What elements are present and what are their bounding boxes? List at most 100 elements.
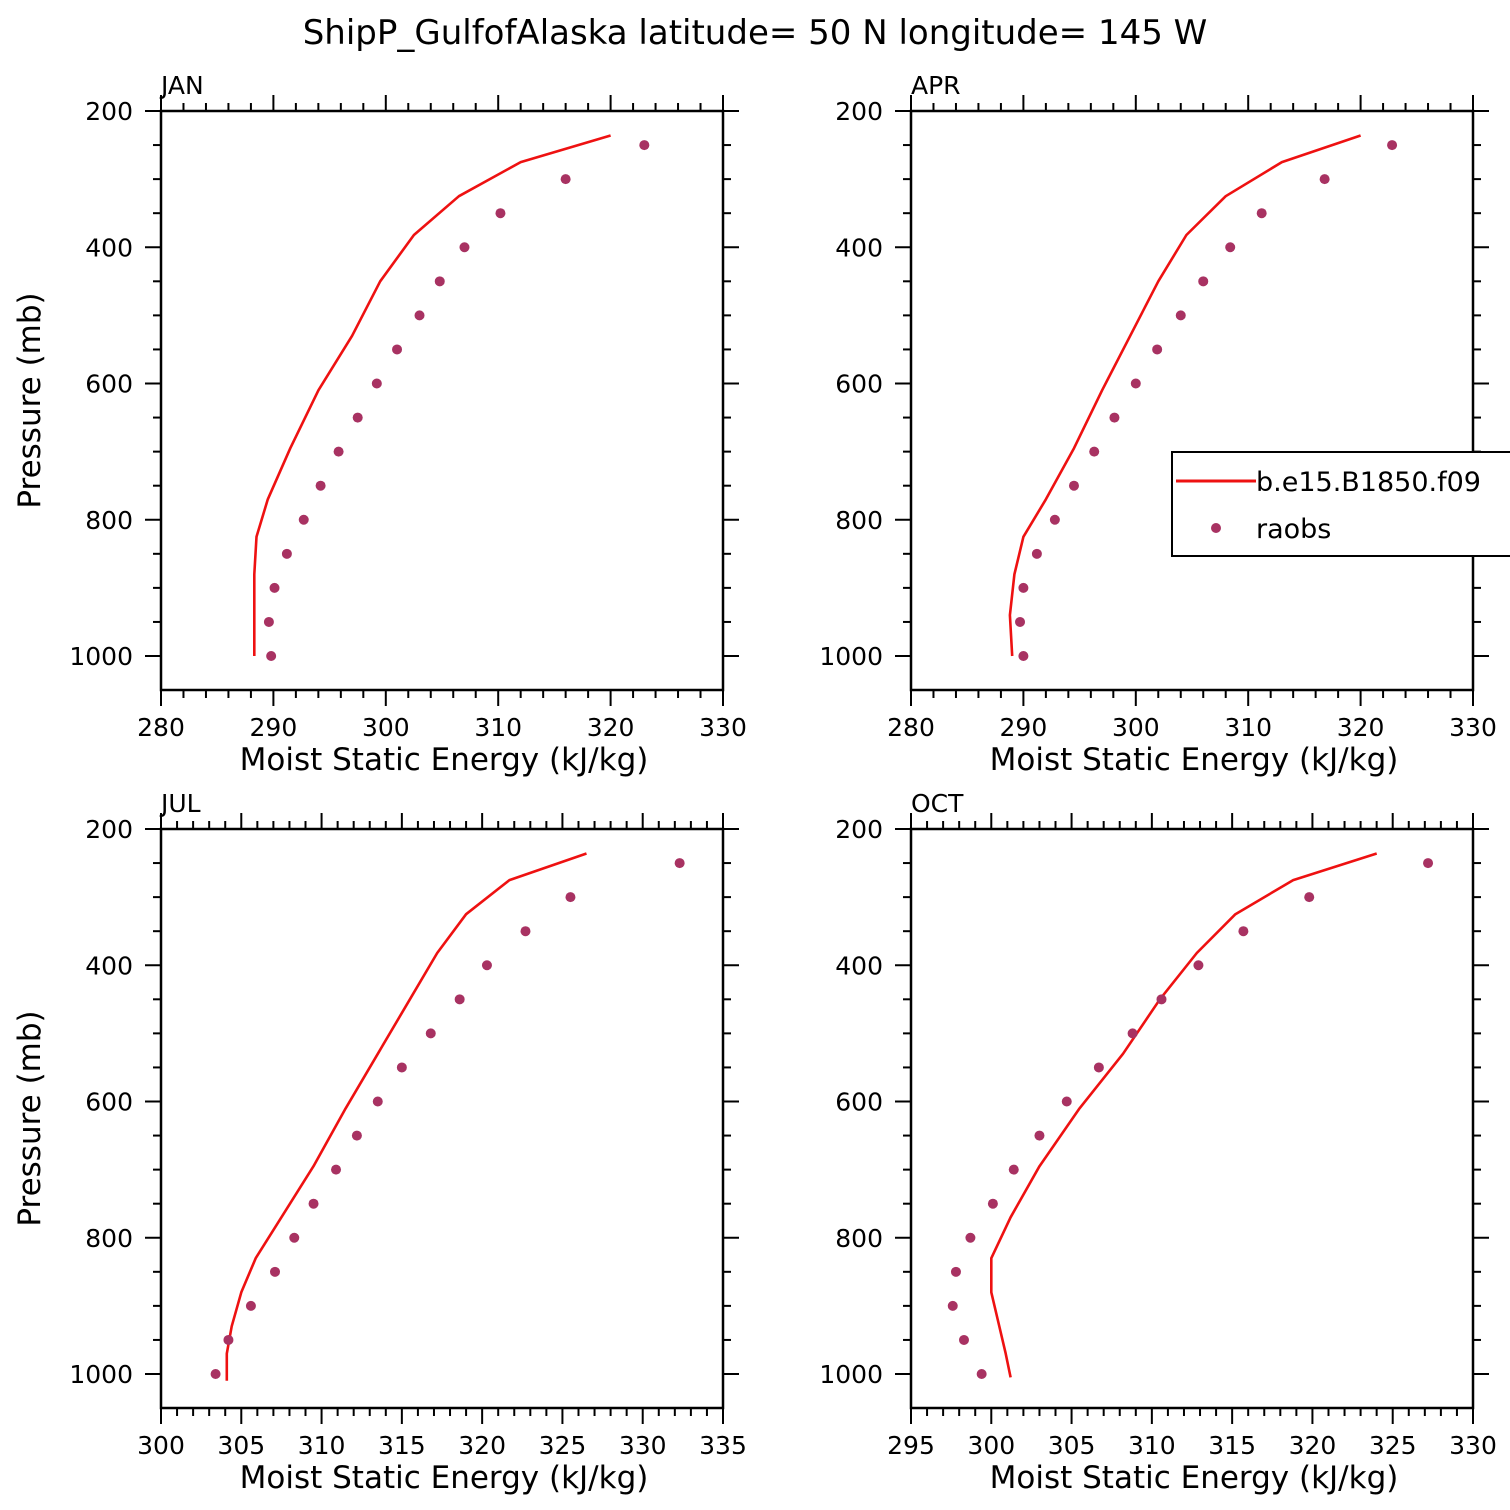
panel-title: APR [911, 71, 961, 100]
raobs-point [958, 1334, 969, 1345]
model-line [989, 852, 1378, 1378]
raobs-point [1130, 378, 1141, 389]
raobs-point [639, 140, 650, 151]
figure-title: ShipP_GulfofAlaska latitude= 50 N longit… [303, 13, 1208, 53]
x-tick-label: 300 [137, 1431, 185, 1460]
raobs-point [1031, 548, 1042, 559]
raobs-point [266, 651, 277, 661]
raobs-point [1175, 310, 1186, 321]
y-tick-label: 200 [85, 815, 133, 844]
raobs-point [1387, 140, 1398, 151]
y-axis-label: Pressure (mb) [12, 1010, 48, 1226]
panel-title: OCT [911, 789, 964, 818]
raobs-point [298, 514, 309, 525]
raobs-point [1304, 892, 1315, 903]
y-tick-label: 1000 [69, 642, 133, 671]
x-tick-label: 290 [250, 713, 298, 742]
raobs-point [1018, 651, 1029, 661]
y-tick-label: 200 [835, 815, 883, 844]
raobs-point [245, 1300, 256, 1311]
raobs-point [1061, 1096, 1072, 1107]
model-line [253, 134, 611, 656]
raobs-point [520, 926, 531, 937]
y-axis-label: Pressure (mb) [12, 292, 48, 508]
raobs-point [495, 208, 506, 219]
raobs-point [396, 1062, 407, 1073]
raobs-point [1198, 276, 1209, 287]
x-tick-label: 330 [1449, 713, 1497, 742]
raobs-point [1319, 174, 1330, 185]
y-tick-label: 200 [835, 97, 883, 126]
raobs-point [223, 1334, 234, 1345]
legend: b.e15.B1850.f09 raobs [1171, 451, 1510, 557]
x-axis-label: Moist Static Energy (kJ/kg) [240, 742, 649, 778]
raobs-point [1089, 446, 1100, 457]
raobs-point [333, 446, 344, 457]
y-tick-label: 400 [835, 951, 883, 980]
raobs-point [352, 412, 363, 423]
raobs-point [1008, 1164, 1019, 1175]
raobs-point [210, 1369, 221, 1379]
legend-model-label: b.e15.B1850.f09 [1256, 467, 1481, 498]
raobs-point [331, 1164, 342, 1175]
y-tick-label: 800 [85, 1224, 133, 1253]
x-tick-label: 330 [619, 1431, 667, 1460]
y-tick-label: 1000 [819, 1360, 883, 1389]
x-tick-label: 320 [587, 713, 635, 742]
x-tick-label: 330 [1449, 1431, 1497, 1460]
raobs-point [1127, 1028, 1138, 1039]
panel-title: JUL [159, 789, 201, 818]
x-tick-label: 300 [362, 713, 410, 742]
plot-frame [909, 109, 1475, 692]
y-tick-label: 600 [85, 1088, 133, 1117]
y-tick-label: 600 [835, 370, 883, 399]
raobs-point [947, 1300, 958, 1311]
raobs-point [289, 1232, 300, 1243]
x-tick-label: 315 [378, 1431, 426, 1460]
panels: JAN 280 290 300 310 320 330 200 400 600 800 1000 Moi… [12, 71, 1497, 1496]
raobs-point [434, 276, 445, 287]
x-axis-label: Moist Static Energy (kJ/kg) [240, 1460, 649, 1496]
x-tick-label: 320 [458, 1431, 506, 1460]
x-axis-label: Moist Static Energy (kJ/kg) [990, 1460, 1399, 1496]
y-tick-label: 1000 [819, 642, 883, 671]
x-tick-label: 310 [1128, 1431, 1176, 1460]
plot-frame [159, 109, 725, 692]
x-axis-label: Moist Static Energy (kJ/kg) [990, 742, 1399, 778]
plot-frame [909, 827, 1475, 1410]
raobs-point [560, 174, 571, 185]
raobs-point [1225, 242, 1236, 253]
x-tick-label: 295 [887, 1431, 935, 1460]
raobs-point [425, 1028, 436, 1039]
raobs-point [1156, 994, 1167, 1005]
x-tick-label: 310 [1224, 713, 1272, 742]
raobs-point [1193, 960, 1204, 971]
raobs-point [1109, 412, 1120, 423]
y-tick-label: 800 [85, 506, 133, 535]
raobs-point [315, 480, 326, 491]
raobs-point [565, 892, 576, 903]
raobs-point [1049, 514, 1060, 525]
legend-obs-label: raobs [1256, 514, 1331, 545]
raobs-point [965, 1232, 976, 1243]
raobs-point [481, 960, 492, 971]
x-tick-label: 335 [699, 1431, 747, 1460]
x-tick-label: 325 [1369, 1431, 1417, 1460]
y-tick-label: 400 [85, 233, 133, 262]
raobs-point [308, 1198, 319, 1209]
raobs-point [281, 548, 292, 559]
y-tick-label: 800 [835, 506, 883, 535]
y-tick-label: 200 [85, 97, 133, 126]
raobs-point [976, 1369, 987, 1379]
y-tick-label: 800 [835, 1224, 883, 1253]
legend-box [1171, 451, 1510, 557]
plot-frame [159, 827, 725, 1410]
raobs-point [269, 582, 280, 593]
y-tick-label: 600 [85, 370, 133, 399]
raobs-point [454, 994, 465, 1005]
y-tick-label: 600 [835, 1088, 883, 1117]
raobs-point [950, 1266, 961, 1277]
raobs-point [1423, 858, 1434, 869]
x-tick-label: 310 [298, 1431, 346, 1460]
